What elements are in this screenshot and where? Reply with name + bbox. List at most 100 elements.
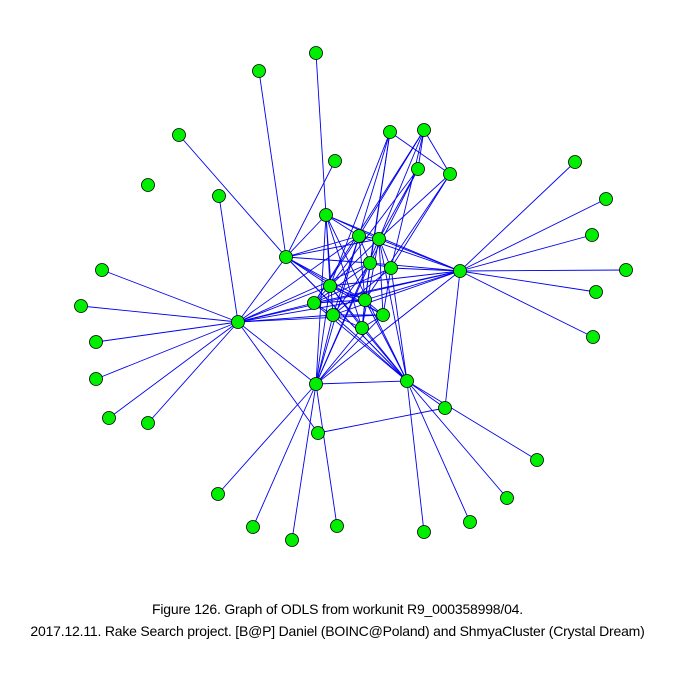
graph-edge: [361, 238, 380, 329]
graph-edge: [364, 299, 408, 382]
graph-edge: [459, 270, 597, 293]
graph-edge: [258, 70, 287, 258]
graph-node: [443, 167, 457, 181]
graph-edge: [332, 314, 408, 382]
graph-edge: [325, 214, 461, 272]
graph-node: [411, 162, 425, 176]
graph-edge: [313, 129, 425, 304]
graph-edge: [369, 168, 419, 264]
graph-node: [141, 178, 155, 192]
graph-edge: [332, 267, 392, 316]
graph-edge: [459, 269, 627, 272]
graph-nodes: [74, 46, 633, 547]
graph-edge: [361, 327, 408, 382]
graph-node: [358, 293, 372, 307]
graph-edge: [378, 238, 461, 272]
graph-edge: [329, 238, 380, 287]
graph-edge: [390, 267, 408, 382]
graph-edge: [285, 256, 371, 264]
graph-edge: [291, 383, 317, 541]
graph-node: [384, 261, 398, 275]
graph-node: [102, 411, 116, 425]
graph-edge: [325, 214, 363, 329]
graph-edge: [378, 173, 451, 240]
graph-edge: [285, 238, 380, 258]
graph-node: [285, 533, 299, 547]
graph-edge: [285, 214, 327, 258]
graph-edge: [178, 134, 287, 258]
graph-edge: [406, 380, 471, 523]
figure-caption-credits: 2017.12.11. Rake Search project. [B@P] D…: [30, 623, 645, 639]
graph-node: [619, 263, 633, 277]
graph-edge: [378, 129, 425, 240]
graph-node: [400, 374, 414, 388]
graph-edge: [378, 238, 408, 382]
graph-edge: [332, 262, 371, 316]
graph-node: [323, 279, 337, 293]
graph-node: [330, 519, 344, 533]
graph-edge: [237, 256, 287, 323]
graph-edge: [459, 234, 593, 272]
graph-node: [352, 229, 366, 243]
graph-node: [376, 308, 390, 322]
graph-edge: [378, 238, 384, 316]
graph-node: [417, 525, 431, 539]
graph-edge: [252, 383, 317, 528]
graph-node: [231, 315, 245, 329]
graph-edge: [390, 267, 461, 272]
graph-edge: [285, 256, 366, 301]
graph-node: [586, 330, 600, 344]
graph-edge: [382, 267, 392, 316]
graph-edge: [317, 407, 446, 434]
graph-edge: [459, 198, 607, 272]
graph-edge: [313, 299, 366, 304]
graph-edge: [325, 214, 334, 316]
graph-node: [599, 192, 613, 206]
graph-edge: [390, 129, 425, 269]
graph-node: [246, 520, 260, 534]
graph-edge: [406, 380, 446, 409]
graph-node: [438, 401, 452, 415]
graph-node: [279, 250, 293, 264]
graph-node: [252, 64, 266, 78]
graph-node: [530, 453, 544, 467]
graph-node: [89, 335, 103, 349]
graph-node: [585, 228, 599, 242]
graph-edge: [237, 314, 384, 323]
graph-edge: [237, 321, 317, 385]
graph-node: [326, 308, 340, 322]
graph-edge: [329, 270, 461, 287]
graph-node: [311, 426, 325, 440]
graph-node: [500, 491, 514, 505]
graph-edge: [95, 321, 239, 380]
graph-edge: [313, 262, 371, 304]
graph-edge: [315, 270, 461, 385]
graph-node: [307, 296, 321, 310]
graph-edge: [369, 262, 461, 272]
graph-edge: [237, 321, 319, 434]
graph-edge: [406, 380, 508, 499]
graph-node: [417, 123, 431, 137]
graph-edge: [406, 380, 425, 533]
graph-node: [74, 299, 88, 313]
graph-edge: [285, 256, 408, 382]
graph-edge: [389, 131, 451, 175]
graph-node: [319, 208, 333, 222]
graph-node: [172, 128, 186, 142]
graph-edge: [459, 161, 576, 272]
graph-edge: [459, 270, 594, 338]
graph-node: [141, 416, 155, 430]
graph-edge: [406, 380, 538, 461]
graph-edge: [101, 269, 239, 323]
graph-edge: [315, 314, 334, 385]
graph-node: [463, 515, 477, 529]
graph-edge: [390, 173, 451, 269]
graph-node: [355, 321, 369, 335]
graph-edge: [423, 129, 451, 175]
graph-edge: [332, 270, 461, 316]
graph-edge: [147, 321, 239, 424]
graph-node: [211, 487, 225, 501]
graph-edge: [364, 173, 451, 301]
graph-node: [89, 372, 103, 386]
graph-node: [309, 377, 323, 391]
